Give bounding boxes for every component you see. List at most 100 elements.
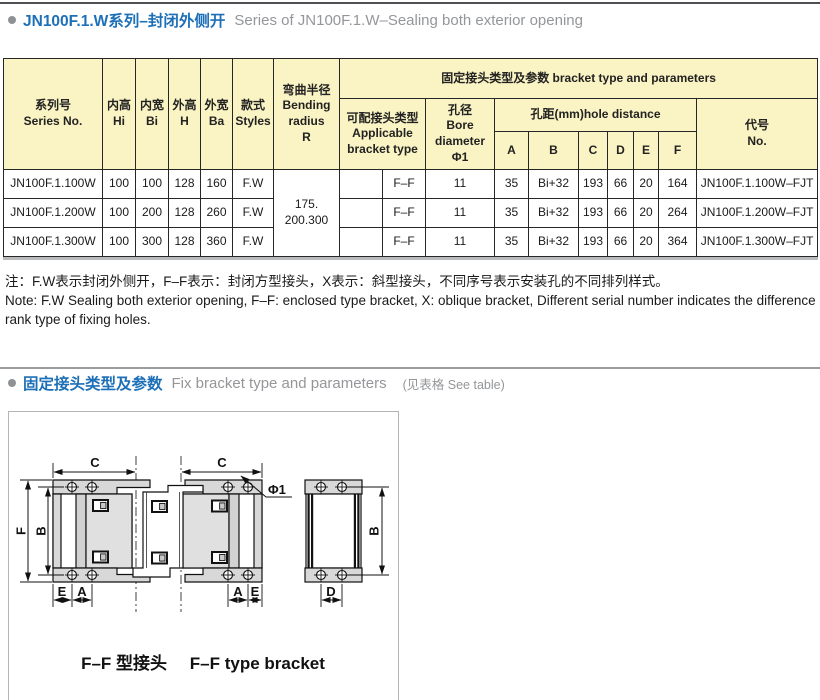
cell-styles: F.W xyxy=(232,227,274,257)
top-divider xyxy=(0,2,820,4)
table-row: JN100F.1.200W 100 200 128 260 F.W F–F 11… xyxy=(3,198,819,228)
dimension-c-right: C xyxy=(181,455,263,478)
dim-label-b-side: B xyxy=(366,526,381,535)
cell-bi: 200 xyxy=(135,198,169,228)
cell-bore: 11 xyxy=(425,198,495,228)
bracket-side-view xyxy=(304,479,363,583)
col-header-bi: 内宽 Bi xyxy=(135,58,169,170)
col-header-series: 系列号 Series No. xyxy=(3,58,103,170)
col-header-styles: 款式 Styles xyxy=(232,58,274,170)
bracket-technical-drawing: C C F B E A xyxy=(13,455,389,612)
section1-title-en: Series of JN100F.1.W–Sealing both exteri… xyxy=(234,11,583,29)
cell-c: 193 xyxy=(578,227,608,257)
cell-e: 20 xyxy=(633,227,659,257)
cell-d: 66 xyxy=(607,198,634,228)
cell-bracket-image xyxy=(339,198,383,228)
group-header-bracket-params: 固定接头类型及参数 bracket type and parameters xyxy=(338,58,819,99)
dim-label-c-right: C xyxy=(217,455,227,470)
section2-title-en: Fix bracket type and parameters xyxy=(171,374,387,392)
cell-b: Bi+32 xyxy=(528,198,579,228)
cell-a: 35 xyxy=(494,227,529,257)
col-header-a: A xyxy=(494,131,529,170)
spec-table-wrap: 系列号 Series No. 内高 Hi 内宽 Bi 外高 H 外宽 Ba 款式… xyxy=(3,58,819,260)
cell-bi: 300 xyxy=(135,227,169,257)
dim-label-c-left: C xyxy=(90,455,100,470)
cell-bracket-image xyxy=(339,169,383,199)
dimension-b-side: B xyxy=(347,486,389,576)
dimension-ae-right: A E xyxy=(227,584,263,607)
col-header-b: B xyxy=(528,131,579,170)
cell-b: Bi+32 xyxy=(528,227,579,257)
cell-series: JN100F.1.300W xyxy=(3,227,103,257)
dimension-f: F xyxy=(13,479,52,583)
cell-series: JN100F.1.200W xyxy=(3,198,103,228)
cell-e: 20 xyxy=(633,198,659,228)
cell-c: 193 xyxy=(578,198,608,228)
cell-bore: 11 xyxy=(425,227,495,257)
col-header-d: D xyxy=(607,131,634,170)
cell-hi: 100 xyxy=(102,169,136,199)
cell-ba: 260 xyxy=(200,198,233,228)
cell-bore: 11 xyxy=(425,169,495,199)
bracket-top-view-right xyxy=(182,479,263,583)
dim-label-b-left: B xyxy=(33,526,48,535)
section1-title-zh: JN100F.1.W系列–封闭外侧开 xyxy=(23,13,226,30)
cell-f: 164 xyxy=(658,169,697,199)
cell-a: 35 xyxy=(494,198,529,228)
dimension-d: D xyxy=(320,584,343,607)
cell-c: 193 xyxy=(578,169,608,199)
table-row: JN100F.1.300W 100 300 128 360 F.W F–F 11… xyxy=(3,227,819,257)
dim-label-e-left: E xyxy=(58,584,67,599)
cell-code: JN100F.1.300W–FJT xyxy=(695,227,819,257)
chain-link-middle xyxy=(132,484,204,578)
col-header-hi: 内高 Hi xyxy=(102,58,136,170)
cell-h: 128 xyxy=(168,227,201,257)
cell-styles: F.W xyxy=(232,169,274,199)
cell-ba: 160 xyxy=(200,169,233,199)
cell-bi: 100 xyxy=(135,169,169,199)
dimension-phi1: Φ1 xyxy=(240,475,292,498)
section1-header: JN100F.1.W系列–封闭外侧开 Series of JN100F.1.W–… xyxy=(8,9,583,31)
section2-title-zh: 固定接头类型及参数 xyxy=(23,376,163,393)
spec-table: 系列号 Series No. 内高 Hi 内宽 Bi 外高 H 外宽 Ba 款式… xyxy=(3,58,819,257)
cell-h: 128 xyxy=(168,198,201,228)
notes: 注：F.W表示封闭外侧开，F–F表示：封闭方型接头，X表示：斜型接头，不同序号表… xyxy=(5,272,817,329)
cell-series: JN100F.1.100W xyxy=(3,169,103,199)
cell-b: Bi+32 xyxy=(528,169,579,199)
col-header-c: C xyxy=(578,131,608,170)
col-header-code: 代号 No. xyxy=(695,98,819,170)
cell-e: 20 xyxy=(633,169,659,199)
cell-h: 128 xyxy=(168,169,201,199)
cell-bracket-type: F–F xyxy=(382,227,426,257)
see-table-note: (见表格 See table) xyxy=(402,377,505,392)
drawing-caption-en: F–F type bracket xyxy=(189,654,325,673)
cell-d: 66 xyxy=(607,169,634,199)
cell-styles: F.W xyxy=(232,198,274,228)
dim-label-e-right: E xyxy=(251,584,260,599)
cell-f: 264 xyxy=(658,198,697,228)
cell-f: 364 xyxy=(658,227,697,257)
col-header-applicable-bracket: 可配接头类型 Applicable bracket type xyxy=(339,98,426,170)
cell-hi: 100 xyxy=(102,227,136,257)
cell-bracket-type: F–F xyxy=(382,169,426,199)
bullet-icon xyxy=(8,379,16,387)
bracket-top-view-left xyxy=(52,479,151,583)
col-header-ba: 外宽 Ba xyxy=(200,58,233,170)
dim-label-phi1: Φ1 xyxy=(268,482,286,497)
cell-hi: 100 xyxy=(102,198,136,228)
cell-code: JN100F.1.100W–FJT xyxy=(695,169,819,199)
section2-header: 固定接头类型及参数 Fix bracket type and parameter… xyxy=(8,372,505,394)
cell-bracket-image xyxy=(339,227,383,257)
dimension-ea-left: E A xyxy=(52,584,93,607)
section-divider xyxy=(0,367,820,369)
dim-label-f: F xyxy=(13,527,28,535)
col-header-bore-diameter: 孔径 Bore diameter Φ1 xyxy=(425,98,495,170)
dimension-b-left: B xyxy=(33,486,64,576)
col-header-hole-distance: 孔距(mm)hole distance xyxy=(494,98,697,132)
cell-d: 66 xyxy=(607,227,634,257)
cell-ba: 360 xyxy=(200,227,233,257)
dim-label-a-right: A xyxy=(233,584,243,599)
dim-label-a-left: A xyxy=(77,584,87,599)
dimension-c-left: C xyxy=(52,455,136,478)
